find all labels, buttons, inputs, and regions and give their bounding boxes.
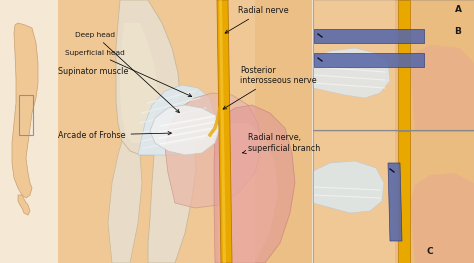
Polygon shape xyxy=(398,131,410,263)
Text: B: B xyxy=(455,27,461,36)
Polygon shape xyxy=(138,85,215,155)
Polygon shape xyxy=(150,105,220,155)
Polygon shape xyxy=(120,23,158,143)
Text: Arcade of Frohse: Arcade of Frohse xyxy=(58,130,172,139)
Polygon shape xyxy=(410,45,474,130)
Bar xyxy=(313,0,474,130)
Polygon shape xyxy=(410,173,474,263)
Text: Superficial head: Superficial head xyxy=(65,50,191,97)
Polygon shape xyxy=(313,0,395,130)
Text: Radial nerve,
superficial branch: Radial nerve, superficial branch xyxy=(242,133,320,154)
Polygon shape xyxy=(0,0,58,263)
Bar xyxy=(313,131,474,263)
Bar xyxy=(19,95,33,135)
Bar xyxy=(314,53,424,67)
Polygon shape xyxy=(219,0,226,263)
Polygon shape xyxy=(148,121,196,263)
Bar xyxy=(314,29,424,43)
Polygon shape xyxy=(108,141,142,263)
Polygon shape xyxy=(58,0,312,263)
Polygon shape xyxy=(398,0,410,130)
Polygon shape xyxy=(165,93,262,208)
Text: C: C xyxy=(427,246,433,255)
Polygon shape xyxy=(218,123,278,263)
Polygon shape xyxy=(313,48,390,98)
Polygon shape xyxy=(313,161,384,213)
Polygon shape xyxy=(116,0,180,155)
Polygon shape xyxy=(217,0,232,263)
Polygon shape xyxy=(395,131,474,263)
Polygon shape xyxy=(395,0,474,130)
Polygon shape xyxy=(313,131,395,263)
Text: Radial nerve: Radial nerve xyxy=(225,6,289,33)
Polygon shape xyxy=(255,0,312,263)
Text: A: A xyxy=(455,4,462,13)
Text: Deep head: Deep head xyxy=(75,32,179,113)
Polygon shape xyxy=(214,105,295,263)
Polygon shape xyxy=(388,163,402,241)
Polygon shape xyxy=(12,23,38,198)
Polygon shape xyxy=(18,195,30,215)
Text: Posterior
interosseous nerve: Posterior interosseous nerve xyxy=(223,65,317,109)
Text: Supinator muscle: Supinator muscle xyxy=(58,67,128,75)
